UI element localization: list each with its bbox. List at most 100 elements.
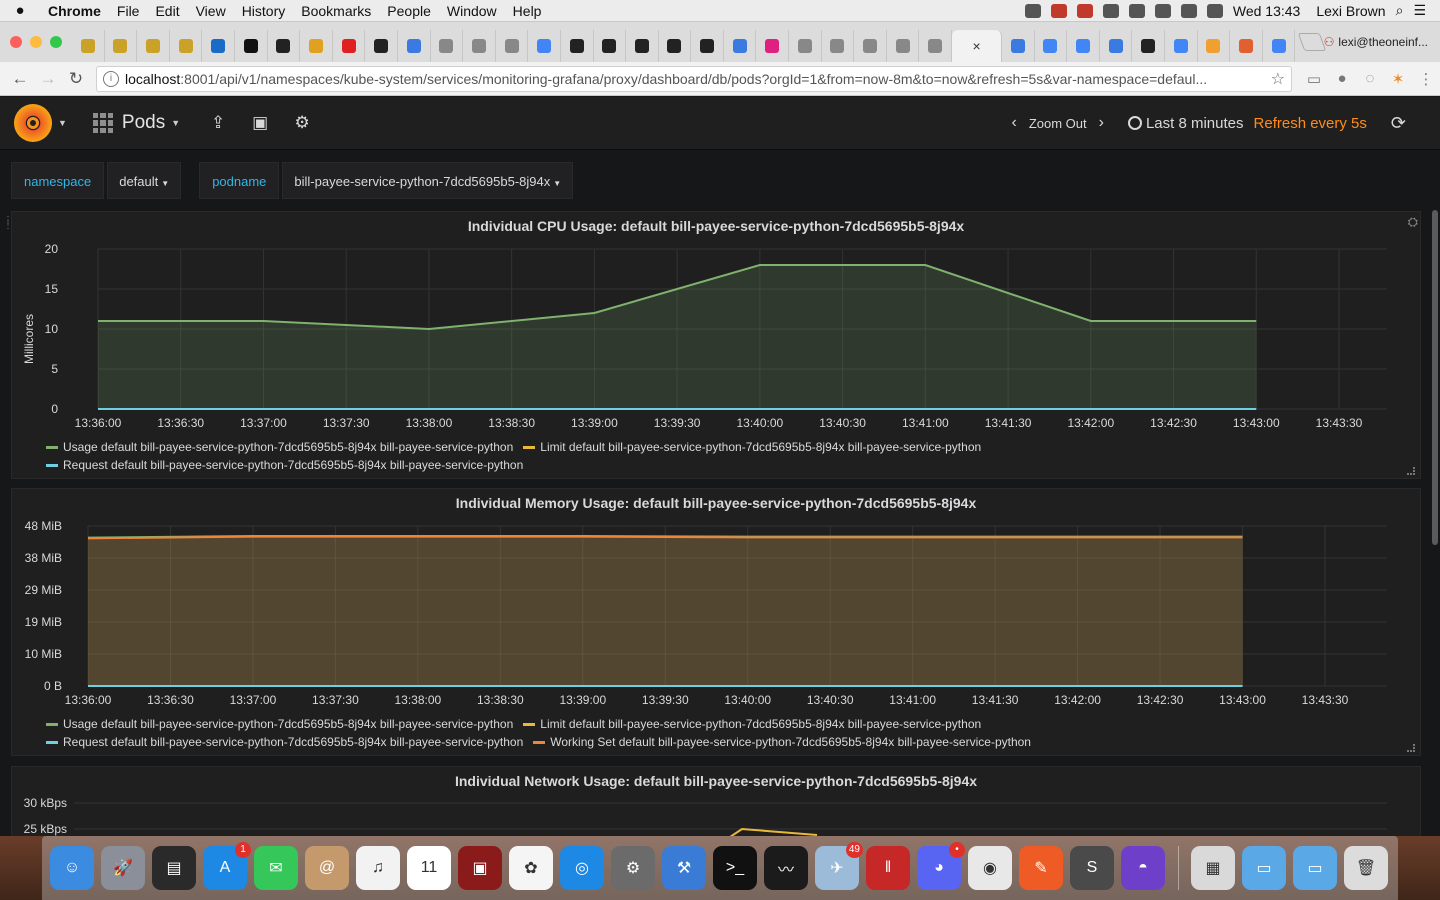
- close-tab-icon[interactable]: ×: [972, 38, 981, 54]
- time-machine-icon[interactable]: [1102, 3, 1119, 18]
- dock-discord-icon[interactable]: ◕ •: [917, 842, 965, 890]
- refresh-interval[interactable]: Refresh every 5s: [1253, 114, 1367, 132]
- dock-system-preferences-icon[interactable]: ⚙: [611, 846, 655, 890]
- menu-bookmarks[interactable]: Bookmarks: [301, 2, 372, 19]
- menubar-clock[interactable]: Wed 13:43: [1232, 2, 1301, 19]
- browser-tab[interactable]: [72, 30, 105, 62]
- menu-file[interactable]: File: [116, 2, 140, 19]
- extension-icon[interactable]: ◌: [1365, 70, 1375, 87]
- dock-chrome-icon[interactable]: ◉: [968, 846, 1012, 890]
- extension-icon[interactable]: ●: [1337, 70, 1347, 87]
- dock-terminal-icon[interactable]: >_: [713, 846, 757, 890]
- panel-title[interactable]: Individual CPU Usage: default bill-payee…: [467, 218, 965, 234]
- wifi-icon[interactable]: [1154, 3, 1171, 18]
- cast-icon[interactable]: ▭: [1306, 70, 1322, 88]
- variable-select-podname[interactable]: bill-payee-service-python-7dcd5695b5-8j9…: [282, 161, 574, 199]
- battery-icon[interactable]: [1206, 3, 1223, 18]
- browser-tab[interactable]: [202, 30, 235, 62]
- dock-launchpad-icon[interactable]: 🚀: [101, 846, 145, 890]
- back-icon[interactable]: ←: [11, 68, 29, 88]
- save-icon[interactable]: ▣: [252, 113, 269, 132]
- share-icon[interactable]: ⇪: [211, 113, 226, 132]
- active-tab[interactable]: ×: [952, 30, 1003, 62]
- browser-tab[interactable]: [594, 30, 627, 62]
- menu-help[interactable]: Help: [512, 2, 542, 19]
- browser-tab[interactable]: [887, 30, 920, 62]
- browser-tab[interactable]: [235, 30, 268, 62]
- browser-tab[interactable]: [1230, 30, 1263, 62]
- browser-tab[interactable]: [137, 30, 170, 62]
- browser-tab[interactable]: [854, 30, 887, 62]
- bookmark-star-icon[interactable]: ☆: [1270, 70, 1285, 88]
- browser-tab[interactable]: [724, 30, 757, 62]
- forward-icon[interactable]: →: [39, 68, 57, 88]
- dashboard-picker[interactable]: Pods ▼: [92, 112, 180, 134]
- legend-item[interactable]: Usage default bill-payee-service-python-…: [46, 715, 513, 733]
- close-window-button[interactable]: [10, 36, 22, 48]
- menu-view[interactable]: View: [195, 2, 226, 19]
- dock-downloads-folder-icon[interactable]: ▭: [1293, 846, 1337, 890]
- dock-finder-icon[interactable]: ☺: [50, 846, 94, 890]
- browser-tab[interactable]: [463, 30, 496, 62]
- dock-applications-folder-icon[interactable]: ▭: [1242, 846, 1286, 890]
- network-usage-chart[interactable]: 30 kBps 25 kBps: [12, 767, 1421, 836]
- browser-tab[interactable]: [1198, 30, 1231, 62]
- browser-tab[interactable]: [300, 30, 333, 62]
- row-drag-handle-icon[interactable]: ⋮ ⋮: [3, 215, 13, 231]
- dock-safari-icon[interactable]: ◎: [560, 846, 604, 890]
- reload-icon[interactable]: ↻: [68, 68, 84, 88]
- menu-edit[interactable]: Edit: [155, 2, 180, 19]
- extension-icon[interactable]: ✶: [1391, 70, 1405, 88]
- maximize-window-button[interactable]: [50, 36, 62, 48]
- browser-tab[interactable]: [919, 30, 953, 62]
- dock-mail-icon[interactable]: ✈ 49: [815, 842, 863, 890]
- browser-tab[interactable]: [333, 30, 366, 62]
- page-scrollbar[interactable]: [1432, 210, 1438, 545]
- time-forward-chevron-icon[interactable]: ›: [1098, 114, 1104, 131]
- dock-parallels-icon[interactable]: ‖: [866, 846, 910, 890]
- refresh-icon[interactable]: ⟳: [1390, 112, 1406, 133]
- browser-tab[interactable]: [170, 30, 203, 62]
- dock-xcode-icon[interactable]: ⚒: [662, 846, 706, 890]
- legend-item[interactable]: Working Set default bill-payee-service-p…: [533, 733, 1031, 751]
- browser-tab[interactable]: [365, 30, 398, 62]
- minimize-window-button[interactable]: [30, 36, 42, 48]
- profile-button[interactable]: ⚇ lexi@theoneinf...: [1324, 35, 1440, 49]
- volume-icon[interactable]: [1180, 3, 1197, 18]
- zoom-out-button[interactable]: Zoom Out: [1028, 115, 1087, 131]
- dock-photo-booth-icon[interactable]: ▣: [458, 846, 502, 890]
- legend-item[interactable]: Usage default bill-payee-service-python-…: [46, 438, 513, 456]
- dock-postman-icon[interactable]: ✎: [1019, 846, 1063, 890]
- browser-tab[interactable]: [1067, 30, 1100, 62]
- dock-preview-icon[interactable]: ▦: [1191, 846, 1235, 890]
- apple-icon[interactable]: ●: [15, 2, 25, 19]
- cpu-usage-chart[interactable]: 0 5 10 15 20 13:36:00 13:36:30 13:37:00 13:37:30…: [12, 212, 1422, 480]
- time-range-picker[interactable]: Last 8 minutes: [1145, 114, 1244, 132]
- panel-resize-handle[interactable]: [1407, 744, 1415, 752]
- address-bar[interactable]: i localhost:8001/api/v1/namespaces/kube-…: [96, 65, 1292, 92]
- notification-center-icon[interactable]: ☰: [1413, 2, 1426, 18]
- menubar-app-icon[interactable]: [1050, 3, 1067, 18]
- time-back-chevron-icon[interactable]: ‹: [1011, 114, 1017, 131]
- browser-tab[interactable]: [822, 30, 855, 62]
- browser-tab[interactable]: [431, 30, 464, 62]
- variable-select-namespace[interactable]: default ▼: [107, 161, 182, 199]
- browser-tab[interactable]: [659, 30, 692, 62]
- legend-item[interactable]: Limit default bill-payee-service-python-…: [523, 438, 981, 456]
- dock-activity-viewer-icon[interactable]: ▤: [152, 846, 196, 890]
- browser-tab[interactable]: [561, 30, 594, 62]
- menubar-user[interactable]: Lexi Brown: [1316, 2, 1386, 19]
- panel-menu-icon[interactable]: ⛭: [1407, 214, 1418, 229]
- dock-photos-icon[interactable]: ✿: [509, 846, 553, 890]
- chrome-menu-icon[interactable]: ⋮: [1418, 70, 1434, 88]
- dock-sublime-text-icon[interactable]: S: [1070, 846, 1114, 890]
- dock-messages-icon[interactable]: ✉: [254, 846, 298, 890]
- browser-tab[interactable]: [626, 30, 659, 62]
- logo-caret-icon[interactable]: ▼: [58, 118, 67, 128]
- dock-trash-icon[interactable]: 🗑: [1344, 846, 1388, 890]
- browser-tab[interactable]: [496, 30, 529, 62]
- browser-tab[interactable]: [1002, 30, 1035, 62]
- new-tab-button[interactable]: [1298, 33, 1327, 51]
- dock-calendar-icon[interactable]: 11: [407, 846, 451, 890]
